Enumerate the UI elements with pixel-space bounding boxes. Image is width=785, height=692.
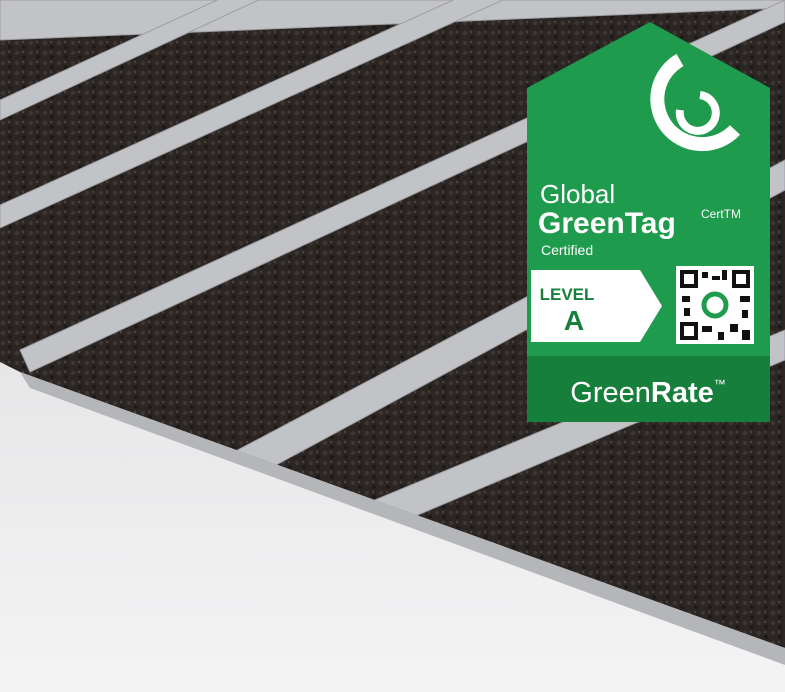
qr-logo: [701, 291, 729, 319]
level-box: [531, 270, 662, 342]
logo-arc: [675, 91, 720, 135]
footer-mark: ™: [714, 377, 726, 391]
qr-modules: [680, 270, 750, 340]
badge-superscript: CertTM: [701, 207, 741, 221]
footer-part1: Green: [570, 377, 651, 409]
badge-status: Certified: [541, 242, 593, 258]
badge-footer: [527, 356, 770, 422]
bar: [0, 0, 785, 229]
logo-arc: [650, 53, 741, 152]
footer-brand: GreenRate™: [570, 377, 725, 409]
logo: [650, 53, 741, 152]
level-label: LEVEL: [540, 285, 595, 304]
front-edge: [20, 372, 785, 665]
qr-code: [676, 266, 754, 344]
footer-part2: Rate: [651, 377, 714, 409]
badge: Global GreenTag CertTM Certified LEVEL A…: [527, 22, 770, 422]
badge-line1: Global: [540, 179, 615, 209]
badge-brand: GreenTag: [538, 207, 676, 240]
level-value: A: [564, 305, 584, 336]
bar: [0, 0, 501, 121]
